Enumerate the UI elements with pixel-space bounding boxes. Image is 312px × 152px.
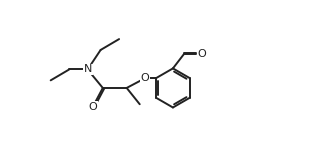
Text: O: O <box>197 49 206 59</box>
Text: O: O <box>141 73 149 83</box>
Text: N: N <box>83 64 92 74</box>
Text: O: O <box>89 102 97 112</box>
